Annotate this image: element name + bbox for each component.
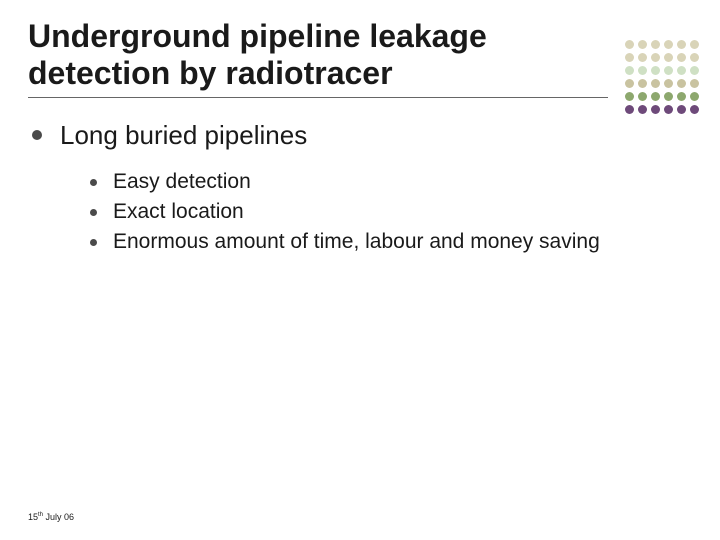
decorative-dot <box>638 40 647 49</box>
decorative-dot <box>638 92 647 101</box>
level2-text: Easy detection <box>113 169 251 195</box>
bullet-level2: Exact location <box>90 199 692 225</box>
decorative-dot <box>690 53 699 62</box>
footer-rest: July 06 <box>43 512 74 522</box>
decorative-dot <box>651 53 660 62</box>
decorative-dot <box>664 66 673 75</box>
decorative-dot <box>638 53 647 62</box>
decorative-dot <box>651 92 660 101</box>
bullet-icon <box>32 130 42 140</box>
decorative-dot <box>677 66 686 75</box>
decorative-dot <box>677 79 686 88</box>
decorative-dot <box>625 66 634 75</box>
decorative-dot <box>664 53 673 62</box>
decorative-dot <box>625 92 634 101</box>
decorative-dot <box>664 92 673 101</box>
decorative-dot <box>625 40 634 49</box>
decorative-dot <box>664 79 673 88</box>
level2-text: Enormous amount of time, labour and mone… <box>113 229 600 255</box>
title-underline <box>28 97 608 98</box>
decorative-dot <box>625 79 634 88</box>
decorative-dot-grid <box>625 40 700 115</box>
bullet-icon <box>90 239 97 246</box>
decorative-dot <box>690 40 699 49</box>
bullet-icon <box>90 179 97 186</box>
slide-title: Underground pipeline leakage detection b… <box>28 18 588 92</box>
decorative-dot <box>690 92 699 101</box>
decorative-dot <box>690 66 699 75</box>
decorative-dot <box>651 79 660 88</box>
level2-text: Exact location <box>113 199 244 225</box>
decorative-dot <box>651 40 660 49</box>
title-area: Underground pipeline leakage detection b… <box>28 18 692 92</box>
decorative-dot <box>677 53 686 62</box>
decorative-dot <box>651 105 660 114</box>
bullet-icon <box>90 209 97 216</box>
decorative-dot <box>625 53 634 62</box>
decorative-dot <box>664 105 673 114</box>
decorative-dot <box>638 79 647 88</box>
bullet-level2: Easy detection <box>90 169 692 195</box>
content-area: Long buried pipelines Easy detection Exac… <box>28 120 692 256</box>
decorative-dot <box>677 40 686 49</box>
footer-date: 15th July 06 <box>28 512 74 522</box>
decorative-dot <box>664 40 673 49</box>
decorative-dot <box>677 105 686 114</box>
decorative-dot <box>638 105 647 114</box>
decorative-dot <box>638 66 647 75</box>
bullet-level2: Enormous amount of time, labour and mone… <box>90 229 692 255</box>
decorative-dot <box>690 105 699 114</box>
bullet-level1: Long buried pipelines <box>32 120 692 151</box>
footer-day: 15 <box>28 512 38 522</box>
decorative-dot <box>690 79 699 88</box>
decorative-dot <box>625 105 634 114</box>
sub-bullet-list: Easy detection Exact location Enormous amo… <box>32 169 692 256</box>
decorative-dot <box>677 92 686 101</box>
slide: Underground pipeline leakage detection b… <box>0 0 720 540</box>
level1-text: Long buried pipelines <box>60 120 307 151</box>
decorative-dot <box>651 66 660 75</box>
